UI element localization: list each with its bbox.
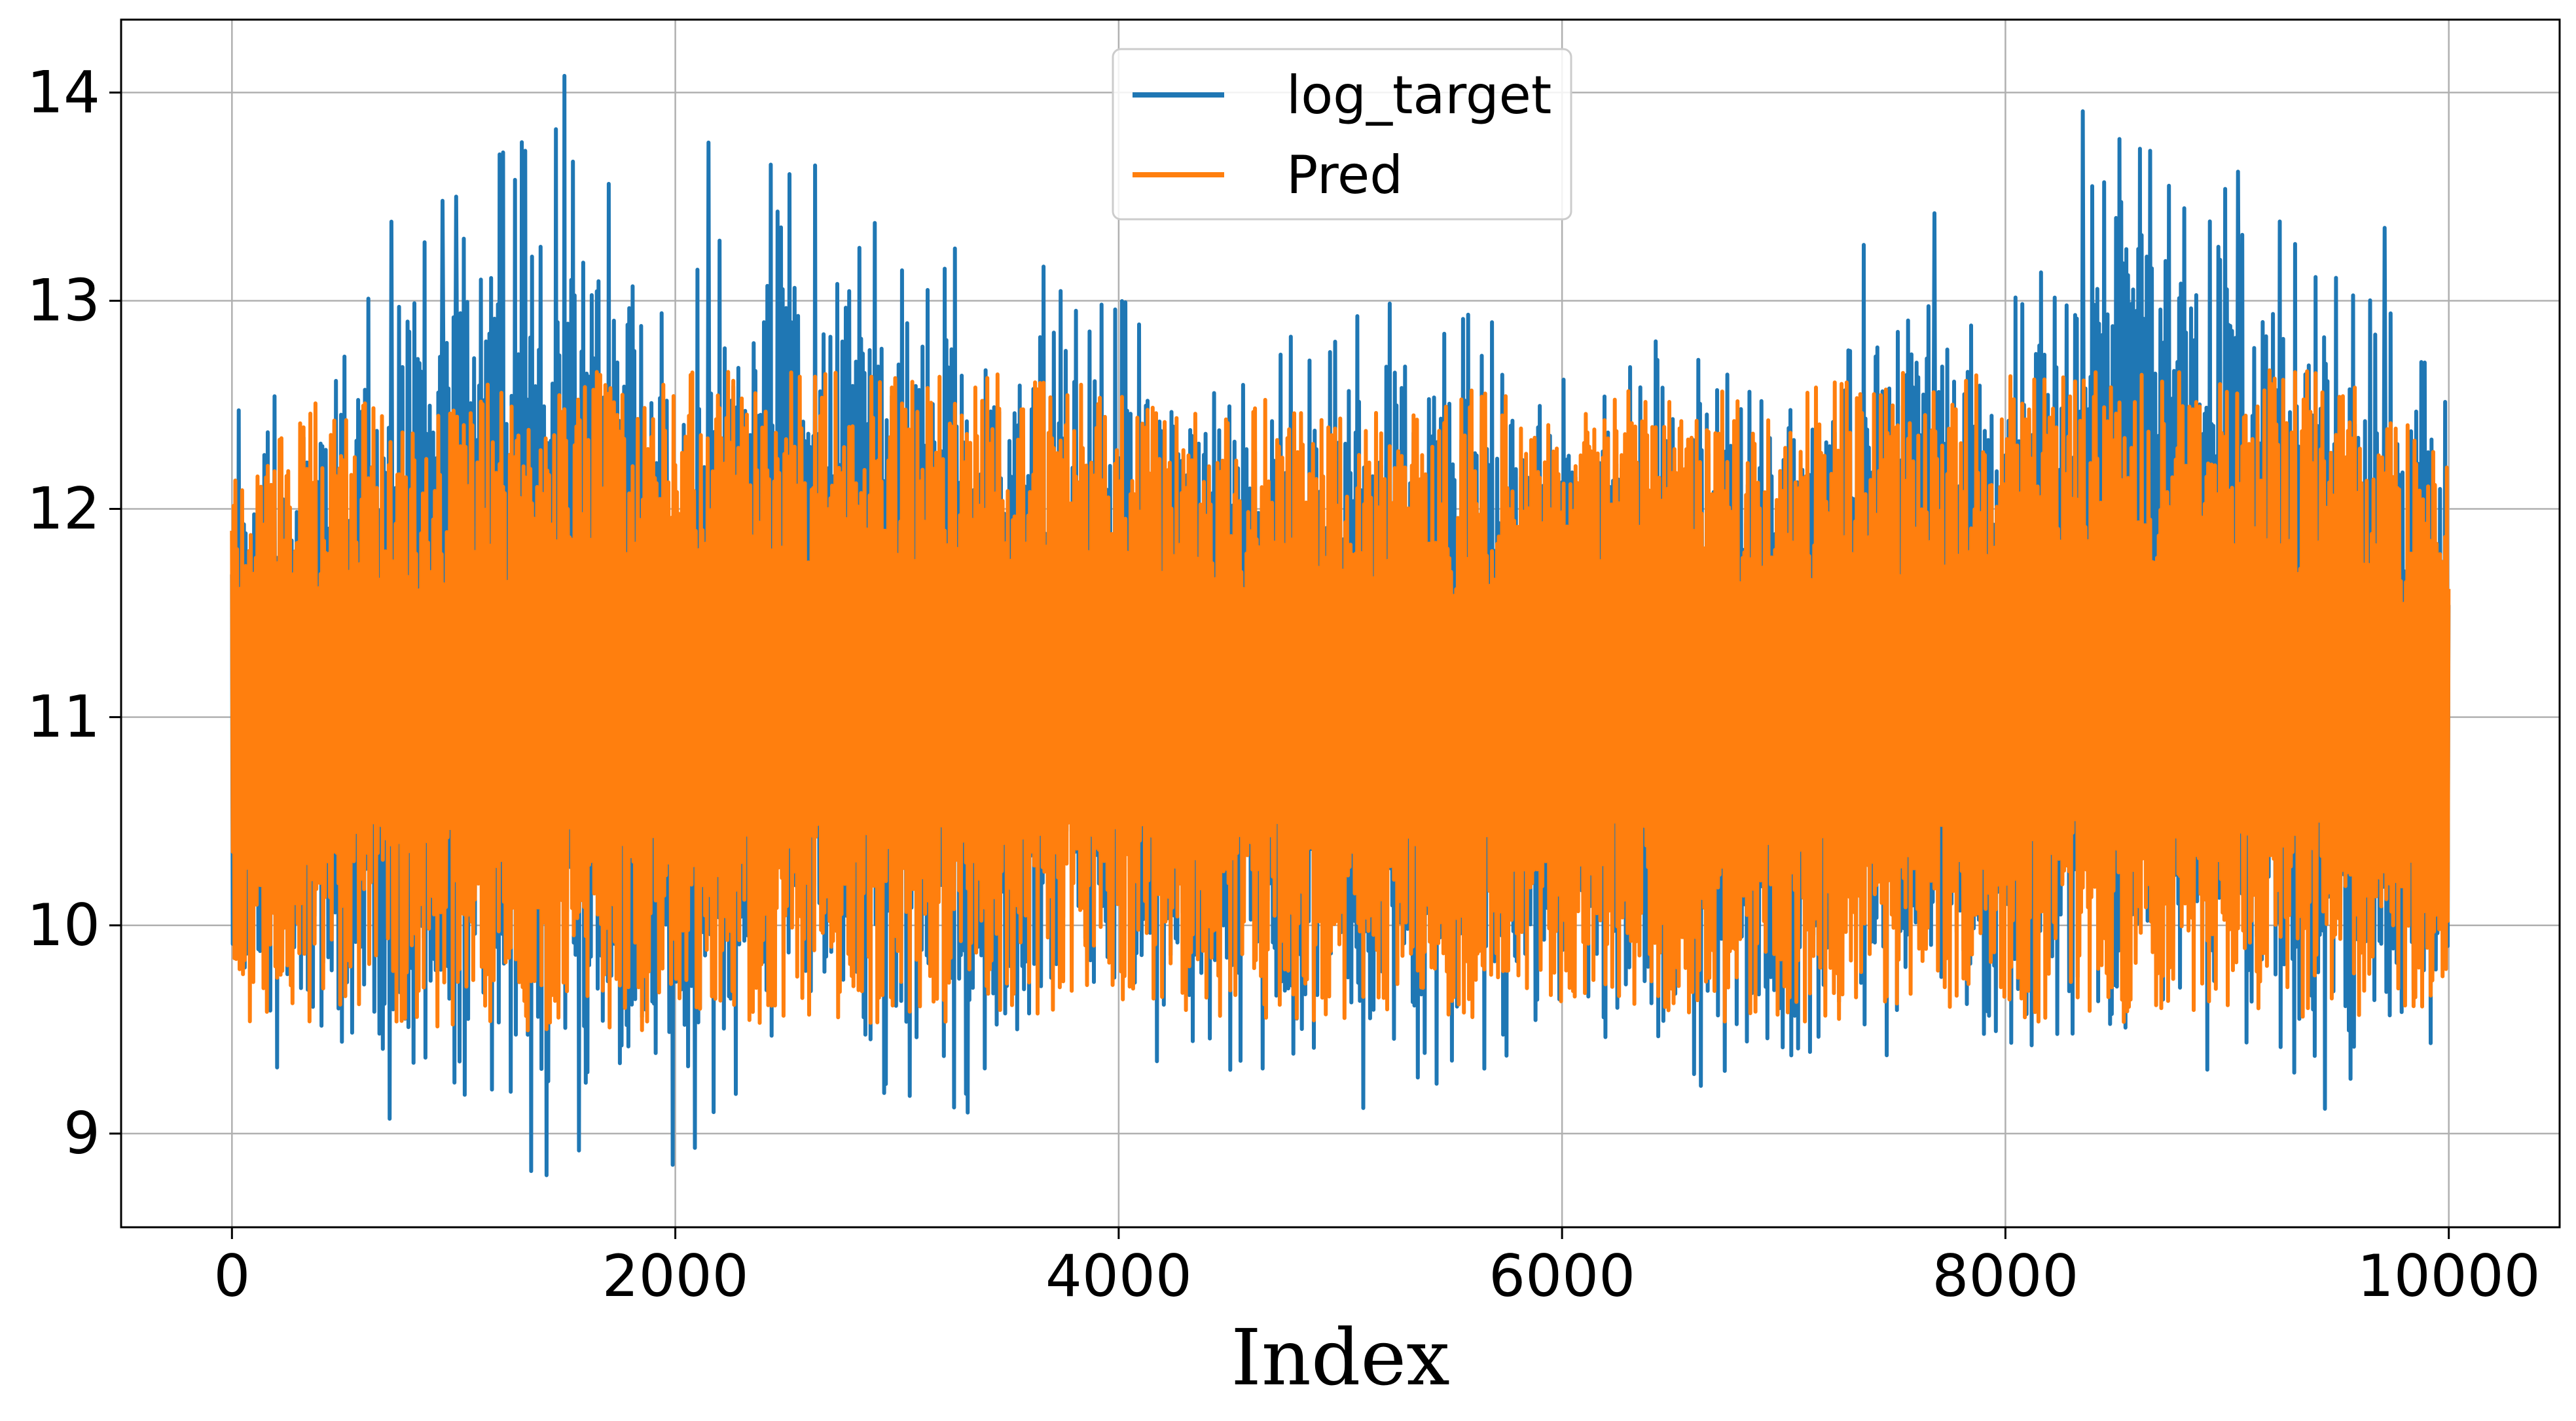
legend-box (1112, 48, 1572, 221)
y-tick-label-2: 11 (27, 683, 100, 751)
x-tick-label-5: 10000 (2357, 1242, 2541, 1310)
y-tick-label-4: 13 (27, 266, 100, 334)
x-axis-label: Index (1231, 1312, 1450, 1403)
x-tick-label-2: 4000 (1045, 1242, 1192, 1310)
x-tick-label-1: 2000 (602, 1242, 749, 1310)
tick-layer: 0 2000 4000 6000 8000 10000 9 10 11 12 13 14 (27, 58, 2541, 1310)
legend-label-log-target: log_target (1286, 65, 1551, 126)
y-tick-label-5: 14 (27, 58, 100, 126)
legend-label-pred: Pred (1286, 145, 1403, 206)
axes-frame (120, 18, 2561, 1229)
y-tick-label-3: 12 (27, 475, 100, 543)
x-tick-label-0: 0 (213, 1242, 250, 1310)
y-tick-label-0: 9 (63, 1100, 100, 1167)
x-tick-label-3: 6000 (1489, 1242, 1635, 1310)
y-tick-label-1: 10 (27, 891, 100, 959)
legend: log_target Pred (1112, 48, 1572, 221)
series-line-pred (230, 368, 2451, 1033)
series-layer (230, 73, 2451, 1178)
x-tick-label-4: 8000 (1932, 1242, 2078, 1310)
